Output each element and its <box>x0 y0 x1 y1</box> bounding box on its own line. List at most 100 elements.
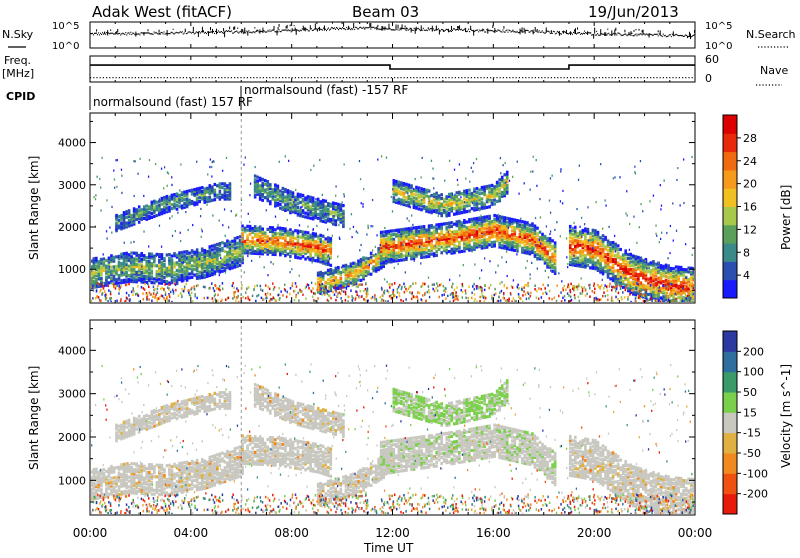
nsky-point <box>602 34 603 35</box>
heat-cell <box>299 243 302 246</box>
heat-cell <box>335 206 338 209</box>
heat-cell <box>496 192 499 195</box>
heat-cell <box>458 241 461 244</box>
nsearch-point <box>522 27 523 32</box>
heat-cell <box>440 251 443 254</box>
heat-cell <box>113 256 116 259</box>
heat-cell <box>675 269 678 272</box>
heat-cell <box>327 202 330 205</box>
nsky-point <box>361 28 362 29</box>
heat-cell <box>423 248 426 251</box>
nsky-point <box>151 33 152 34</box>
nsearch-point <box>319 27 320 31</box>
heat-cell <box>327 278 330 281</box>
nsearch-point <box>376 27 377 30</box>
nsky-point <box>352 29 353 30</box>
nsky-point <box>633 35 634 36</box>
heat-cell <box>624 257 627 260</box>
nsky-point <box>239 31 240 32</box>
nsky-point <box>628 34 629 35</box>
heat-cell <box>403 182 406 185</box>
nsky-point <box>343 28 344 29</box>
nsky-point <box>508 29 509 30</box>
nsky-point <box>133 33 134 34</box>
nsearch-point <box>317 29 318 32</box>
heat-cell <box>584 227 587 230</box>
nsky-point <box>158 34 159 35</box>
heat-cell <box>435 223 438 226</box>
nsky-point <box>276 31 277 32</box>
heat-cell <box>650 269 653 272</box>
heat-cell <box>350 278 353 281</box>
heat-cell <box>413 193 416 196</box>
heat-cell <box>410 184 413 187</box>
heat-cell <box>299 193 302 196</box>
heat-cell <box>584 254 587 257</box>
nsearch-point <box>533 30 534 35</box>
heat-cell <box>256 233 259 236</box>
heat-cell <box>304 202 307 205</box>
heat-cell <box>93 257 96 260</box>
heat-cell <box>418 226 421 229</box>
nsky-point <box>617 33 618 34</box>
heat-cell <box>133 207 136 210</box>
heat-cell <box>266 235 269 238</box>
heat-cell <box>476 230 479 233</box>
heat-cell <box>377 266 380 269</box>
heat-cell <box>251 227 254 230</box>
nsky-point <box>309 30 310 31</box>
nsky-point <box>399 30 400 31</box>
heat-cell <box>110 277 113 280</box>
heat-cell <box>226 239 229 242</box>
heat-cell <box>501 183 504 186</box>
heat-cell <box>450 202 453 205</box>
heat-cell <box>135 257 138 260</box>
heat-cell <box>357 278 360 281</box>
noise-ytick-left-bottom: 10^0 <box>52 41 79 52</box>
nsky-point <box>444 30 445 31</box>
nsky-point <box>294 30 295 31</box>
heat-cell <box>244 240 247 243</box>
heat-cell <box>254 233 257 236</box>
nsky-point <box>300 30 301 31</box>
nsky-point <box>445 30 446 31</box>
heat-cell <box>201 247 204 250</box>
nsearch-point <box>294 25 295 26</box>
heat-cell <box>256 248 259 251</box>
heat-cell <box>551 239 554 242</box>
nsky-point <box>680 35 681 36</box>
heat-cell <box>171 203 174 206</box>
heat-cell <box>181 197 184 200</box>
heat-cell <box>91 299 93 302</box>
heat-cell <box>130 251 133 254</box>
heat-cell <box>302 240 305 243</box>
heat-cell <box>468 189 471 192</box>
heat-cell <box>370 273 373 276</box>
nsearch-point <box>458 26 459 28</box>
heat-cell <box>478 188 481 191</box>
heat-cell <box>438 223 441 226</box>
nsky-point <box>505 30 506 31</box>
heat-cell <box>151 212 154 215</box>
heat-cell <box>264 188 267 191</box>
heat-cell <box>516 219 519 222</box>
nsky-point <box>249 32 250 33</box>
heat-cell <box>372 254 375 257</box>
heat-cell <box>148 205 151 208</box>
nsky-point <box>474 31 475 32</box>
heat-cell <box>584 233 587 236</box>
heat-cell <box>186 197 189 200</box>
nsearch-point <box>559 31 560 36</box>
heat-cell <box>478 234 481 237</box>
nsky-point <box>313 30 314 31</box>
nsky-point <box>476 30 477 31</box>
heat-cell <box>294 229 297 232</box>
nsky-point <box>648 35 649 36</box>
heat-cell <box>496 232 499 235</box>
heat-cell <box>193 201 196 204</box>
nsky-point <box>651 34 652 35</box>
heat-cell <box>163 276 166 279</box>
heat-cell <box>251 246 254 249</box>
heat-cell <box>219 196 222 199</box>
nsky-point <box>310 28 311 29</box>
